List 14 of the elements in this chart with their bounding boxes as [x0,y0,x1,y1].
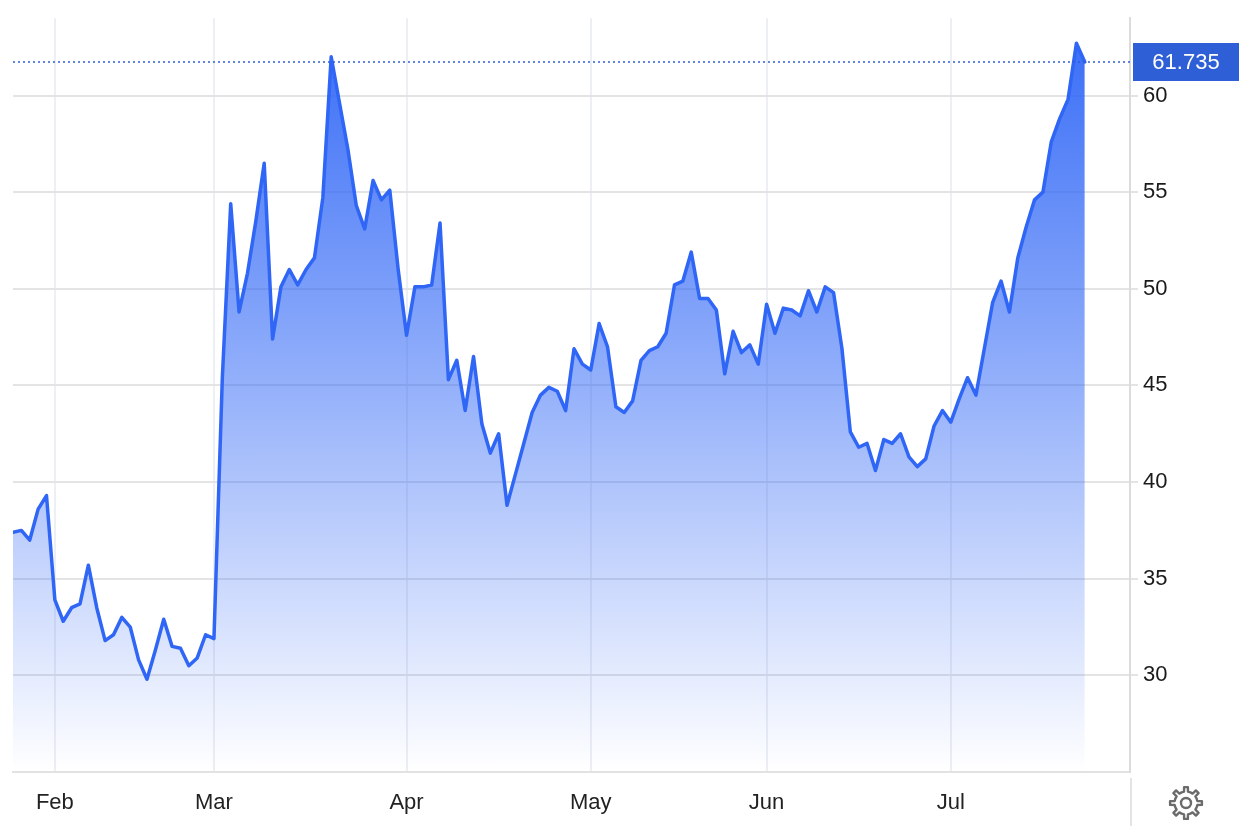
y-tick-label: 60 [1143,81,1168,107]
y-tick-label: 40 [1143,468,1168,494]
x-tick-label: Apr [389,789,424,815]
ref-line-label: 61.735 [1152,49,1220,75]
x-tick-label: Feb [35,789,74,815]
x-tick-label: Jul [936,789,965,815]
y-tick-label: 30 [1143,661,1168,687]
y-tick-label: 55 [1143,178,1168,204]
y-tick-label: 45 [1143,371,1168,397]
x-tick-label: May [569,789,612,815]
x-tick-label: Jun [748,789,785,815]
y-tick-label: 35 [1143,564,1168,590]
y-tick-label: 50 [1143,274,1168,300]
x-tick-label: Mar [195,789,233,815]
